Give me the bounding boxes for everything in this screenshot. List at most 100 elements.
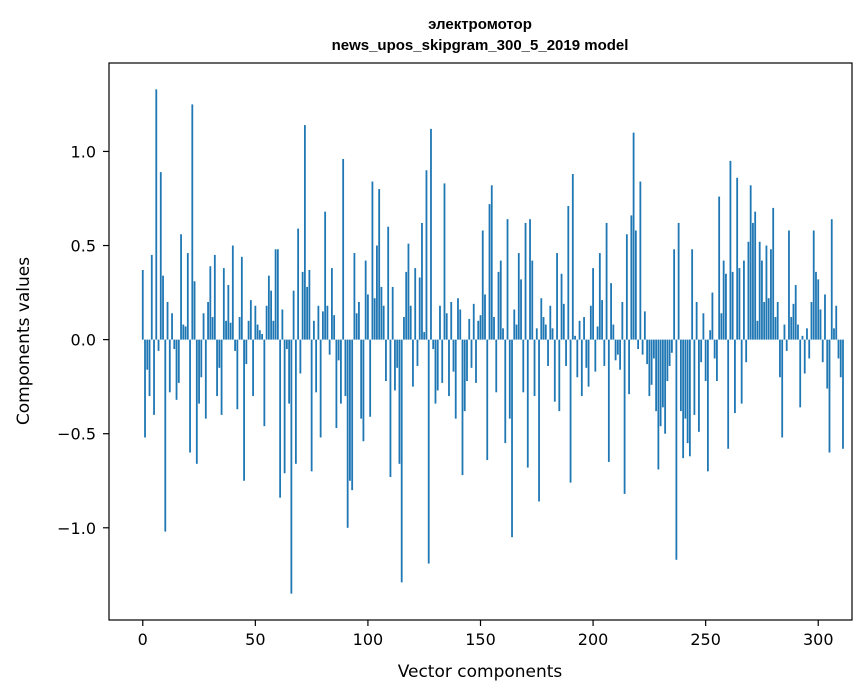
- y-tick-label: 0.5: [71, 237, 96, 256]
- bar: [254, 305, 257, 340]
- bar: [610, 283, 612, 340]
- bar: [511, 339, 513, 538]
- bar: [513, 309, 516, 340]
- bar: [598, 253, 601, 340]
- bar: [243, 339, 245, 481]
- x-tick-label: 200: [578, 630, 609, 649]
- bar: [806, 328, 808, 340]
- bar: [274, 249, 277, 340]
- bar: [389, 339, 392, 477]
- bar: [603, 339, 606, 366]
- bar: [204, 339, 207, 419]
- bar: [301, 271, 304, 340]
- bar: [198, 339, 200, 404]
- bar: [195, 339, 198, 464]
- bar: [625, 234, 628, 340]
- bar: [524, 222, 527, 340]
- bar: [475, 339, 477, 383]
- bar: [180, 234, 182, 340]
- bar: [761, 260, 763, 340]
- bar: [461, 339, 464, 476]
- bar: [833, 328, 835, 340]
- bar: [544, 324, 547, 340]
- bar: [344, 339, 347, 397]
- bar: [342, 158, 345, 340]
- bar: [661, 339, 664, 408]
- y-axis-label: Components values: [14, 257, 34, 425]
- bar: [283, 339, 286, 474]
- bar: [754, 211, 757, 340]
- bar: [551, 328, 554, 340]
- bar: [292, 290, 295, 340]
- bar: [830, 219, 833, 340]
- bar: [360, 339, 363, 419]
- bar: [427, 339, 430, 564]
- bar: [700, 339, 703, 363]
- bar: [369, 339, 372, 417]
- bar: [364, 260, 367, 340]
- x-tick-label: 300: [803, 630, 834, 649]
- bar: [580, 339, 583, 397]
- bar: [657, 339, 660, 470]
- x-tick-label: 50: [245, 630, 265, 649]
- bar: [481, 230, 484, 340]
- bar: [279, 339, 282, 498]
- bar: [745, 339, 748, 363]
- bar: [594, 339, 597, 372]
- bar: [707, 339, 709, 472]
- bar: [245, 339, 248, 365]
- bar: [168, 339, 171, 393]
- bar: [220, 339, 223, 415]
- bar: [601, 300, 603, 340]
- bar: [826, 339, 829, 389]
- bar: [817, 279, 820, 340]
- x-tick-label: 250: [690, 630, 721, 649]
- bar: [155, 89, 158, 340]
- bar: [189, 339, 191, 453]
- bar: [752, 222, 754, 340]
- bar: [337, 339, 340, 361]
- chart-title-line2: news_upos_skipgram_300_5_2019 model: [332, 37, 629, 54]
- bar: [756, 320, 759, 340]
- bar: [508, 339, 511, 419]
- bar: [367, 294, 369, 340]
- bar: [738, 268, 741, 340]
- bar: [225, 320, 227, 340]
- bar: [747, 241, 750, 340]
- bar: [385, 339, 387, 382]
- bar: [812, 230, 815, 340]
- bar: [443, 183, 446, 340]
- bar: [655, 339, 658, 412]
- bar: [394, 339, 396, 391]
- bar: [612, 324, 615, 340]
- x-axis-ticks: 0 50 100 150 200 250 300: [138, 620, 834, 649]
- bar: [362, 339, 365, 442]
- x-tick-label: 150: [465, 630, 496, 649]
- bar: [616, 339, 619, 355]
- bar: [698, 339, 700, 432]
- bar: [502, 328, 504, 340]
- bar: [211, 317, 214, 340]
- bar: [141, 269, 144, 340]
- bar: [535, 328, 538, 340]
- bar: [646, 339, 649, 365]
- bar: [333, 315, 336, 340]
- bar: [216, 339, 218, 397]
- bar: [376, 245, 378, 340]
- bar: [562, 303, 565, 340]
- bar: [702, 313, 705, 340]
- bar: [668, 339, 671, 366]
- bar: [153, 339, 155, 415]
- bar: [247, 320, 250, 340]
- bar: [391, 286, 394, 340]
- bar: [565, 339, 567, 366]
- bar: [276, 249, 279, 340]
- bar: [553, 339, 556, 402]
- bar: [400, 339, 403, 583]
- bar: [171, 313, 173, 340]
- bar: [691, 249, 694, 340]
- bar: [146, 339, 149, 370]
- bar: [808, 339, 811, 359]
- bar: [457, 298, 459, 340]
- bar: [434, 339, 437, 404]
